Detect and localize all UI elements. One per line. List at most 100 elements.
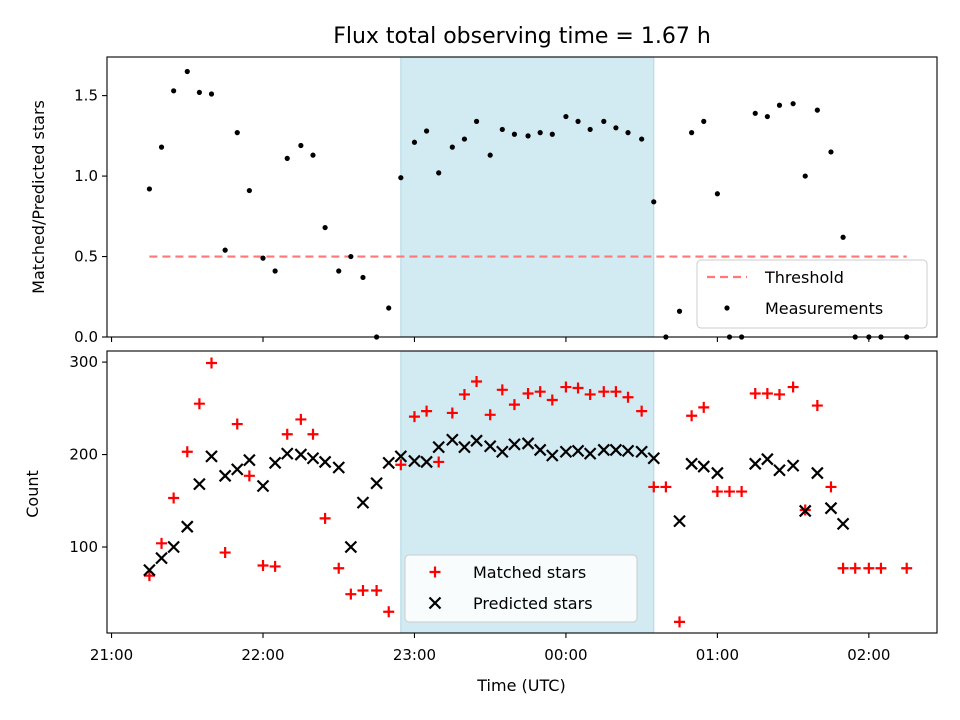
measurements-point	[651, 199, 657, 205]
measurements-point	[222, 247, 228, 253]
matched-stars-point	[686, 410, 698, 422]
measurements-point	[449, 144, 455, 150]
matched-stars-point	[357, 584, 369, 596]
predicted-stars-point	[748, 457, 762, 471]
matched-stars-point	[837, 562, 849, 574]
measurements-point	[613, 125, 619, 131]
predicted-stars-point	[824, 501, 838, 515]
predicted-stars-point	[243, 453, 256, 467]
measurements-point	[336, 268, 342, 274]
matched-stars-point	[761, 388, 773, 400]
matched-stars-point	[156, 537, 168, 549]
matched-stars-point	[206, 357, 218, 369]
matched-stars-point	[711, 486, 723, 498]
matched-stars-point	[143, 570, 155, 582]
matched-stars-point	[875, 562, 887, 574]
x-tick-label: 01:00	[696, 646, 739, 664]
matched-stars-point	[584, 388, 596, 400]
matched-stars-point	[863, 562, 875, 574]
matched-stars-point	[395, 459, 407, 471]
measurements-point	[272, 268, 278, 274]
predicted-stars-point	[420, 455, 433, 469]
matched-stars-point	[446, 407, 458, 419]
measurements-point	[814, 107, 820, 113]
matched-stars-point	[901, 562, 913, 574]
x-tick-label: 22:00	[241, 646, 284, 664]
predicted-stars-point	[408, 454, 421, 468]
y-tick-label: 100	[69, 538, 98, 556]
measurements-point	[689, 130, 695, 136]
matched-stars-point	[698, 401, 710, 413]
legend-box	[404, 554, 638, 623]
measurements-point	[473, 118, 480, 124]
matched-stars-point	[648, 481, 660, 493]
measurements-point	[208, 91, 215, 97]
matched-stars-point	[546, 394, 558, 406]
chart-title: Flux total observing time = 1.67 h	[333, 24, 711, 49]
count-panel: 100 200 300 21:00 22:00 23:00 00:00 01:00 02:00 C…	[23, 350, 938, 695]
predicted-stars-point	[143, 563, 156, 577]
matched-stars-point	[849, 562, 861, 574]
predicted-stars-point	[394, 450, 408, 463]
predicted-stars-point	[571, 444, 585, 458]
count-y-axis-label: Count	[23, 470, 42, 518]
predicted-stars-point	[432, 440, 445, 454]
measurements-point	[752, 110, 758, 116]
measurements-point	[575, 118, 581, 124]
measurements-point	[676, 308, 683, 314]
measurements-point	[360, 274, 366, 281]
measurements-point	[639, 136, 645, 142]
predicted-stars-point	[205, 450, 218, 463]
matched-stars-point	[319, 512, 331, 524]
measurements-point	[461, 136, 468, 142]
matched-stars-point	[333, 562, 345, 574]
predicted-stars-point	[496, 445, 509, 459]
legend-swatch-marker	[724, 305, 730, 311]
matched-stars-point	[560, 381, 572, 393]
predicted-stars-point	[773, 463, 786, 477]
measurements-point	[310, 152, 316, 158]
matched-stars-point	[522, 388, 534, 400]
measurements-point	[601, 118, 607, 124]
predicted-stars-point	[382, 456, 395, 470]
ratio-legend: Threshold Measurements	[696, 259, 928, 329]
measurements-point	[563, 113, 569, 120]
matched-stars-point	[773, 388, 785, 400]
predicted-stars-point	[483, 439, 497, 453]
predicted-stars-point	[621, 444, 635, 458]
measurements-point	[184, 68, 190, 75]
matched-stars-point	[269, 560, 281, 572]
measurements-point	[549, 131, 555, 137]
predicted-stars-point	[155, 551, 168, 565]
measurements-point	[802, 173, 808, 179]
ratio-axes-frame	[106, 56, 938, 338]
matched-stars-point	[433, 456, 445, 468]
predicted-stars-point	[546, 449, 559, 462]
matched-stars-point	[471, 376, 483, 388]
predicted-stars-point	[446, 433, 459, 447]
measurements-point	[511, 131, 518, 137]
predicted-stars-point	[332, 461, 346, 474]
matched-stars-point	[193, 398, 205, 410]
matched-stars-point	[534, 386, 546, 398]
ratio-y-axis-label: Matched/Predicted stars	[29, 100, 48, 294]
measurements-point	[322, 224, 328, 231]
predicted-stars-point	[280, 447, 294, 460]
measurements-point	[348, 253, 354, 260]
matched-stars-point	[787, 381, 799, 393]
matched-stars-point	[383, 606, 395, 618]
measurements-point	[776, 102, 783, 108]
predicted-stars-point	[685, 457, 698, 471]
count-legend: Matched stars Predicted stars	[404, 554, 638, 623]
measurements-point	[764, 113, 770, 120]
matched-stars-point	[572, 382, 584, 394]
matched-stars-point	[508, 399, 520, 411]
predicted-stars-point	[811, 466, 824, 480]
matched-stars-point	[660, 481, 672, 493]
count-axes-frame	[106, 350, 938, 634]
x-tick-label: 00:00	[544, 646, 587, 664]
predicted-stars-point	[318, 455, 332, 469]
matched-stars-point	[736, 486, 748, 498]
legend-label: Matched stars	[473, 563, 586, 582]
